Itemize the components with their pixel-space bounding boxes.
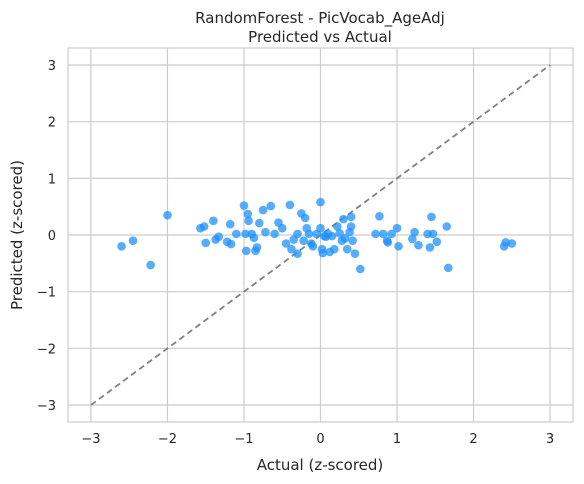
- data-point: [293, 249, 302, 258]
- grid: [68, 48, 573, 422]
- data-point: [287, 244, 296, 254]
- data-point: [277, 223, 287, 233]
- y-tick-label: 2: [48, 116, 56, 131]
- data-point: [410, 227, 419, 237]
- y-tick-label: 0: [48, 229, 56, 244]
- y-tick-label: −3: [37, 399, 56, 414]
- data-point: [335, 229, 344, 238]
- data-point: [346, 222, 356, 231]
- data-point: [226, 239, 236, 249]
- data-point: [254, 218, 264, 228]
- data-point: [442, 222, 452, 231]
- data-point: [199, 222, 209, 231]
- data-point: [327, 231, 337, 241]
- data-point: [225, 219, 235, 229]
- data-point: [241, 246, 251, 256]
- points-layer: [117, 197, 517, 274]
- data-point: [318, 248, 328, 258]
- data-point: [128, 236, 138, 245]
- data-point: [285, 200, 295, 210]
- y-axis-label: Predicted (z-scored): [8, 160, 26, 310]
- data-point: [428, 229, 438, 239]
- data-point: [375, 212, 384, 221]
- data-point: [252, 243, 262, 252]
- data-point: [378, 229, 388, 239]
- x-axis-label: Actual (z-scored): [257, 456, 384, 474]
- data-point: [371, 229, 380, 239]
- data-point: [316, 223, 325, 233]
- chart-title-line1: RandomForest - PicVocab_AgeAdj: [195, 9, 445, 28]
- data-point: [348, 236, 357, 245]
- data-point: [443, 263, 453, 273]
- data-point: [383, 238, 393, 247]
- data-point: [146, 260, 155, 270]
- data-point: [239, 201, 249, 210]
- x-tick-label: 3: [546, 432, 554, 447]
- data-point: [340, 234, 350, 243]
- x-tick-label: −3: [81, 432, 100, 447]
- data-point: [333, 222, 342, 231]
- y-tick-label: −1: [37, 286, 56, 301]
- data-point: [261, 227, 270, 237]
- x-tick-label: −1: [234, 432, 253, 447]
- data-point: [339, 214, 348, 224]
- data-point: [432, 237, 442, 247]
- data-point: [270, 229, 279, 239]
- data-point: [350, 249, 360, 258]
- x-tick-label: 0: [316, 432, 324, 447]
- data-point: [304, 229, 314, 239]
- data-point: [507, 239, 517, 248]
- data-point: [342, 244, 352, 254]
- data-point: [293, 229, 302, 239]
- data-point: [258, 205, 268, 215]
- data-point: [425, 243, 435, 252]
- data-point: [392, 223, 402, 233]
- y-tick-label: 1: [48, 172, 56, 187]
- data-point: [355, 264, 365, 274]
- data-point: [346, 212, 356, 222]
- data-point: [232, 229, 241, 239]
- x-tick-label: 2: [469, 432, 477, 447]
- data-point: [308, 242, 318, 251]
- data-point: [300, 213, 310, 223]
- data-point: [329, 244, 339, 254]
- data-point: [387, 229, 396, 239]
- data-point: [209, 216, 218, 226]
- data-point: [266, 201, 276, 211]
- data-point: [408, 234, 417, 244]
- data-point: [316, 197, 325, 207]
- data-point: [299, 236, 308, 245]
- data-point: [427, 212, 436, 222]
- data-point: [244, 216, 253, 226]
- chart-title-line2: Predicted vs Actual: [248, 28, 392, 46]
- x-tick-label: −2: [158, 432, 177, 447]
- data-point: [394, 242, 403, 251]
- data-point: [214, 232, 224, 241]
- data-point: [163, 210, 172, 220]
- data-point: [201, 238, 211, 248]
- data-point: [117, 242, 126, 251]
- tick-labels: −3 −2 −1 0 1 2 3 −3 −2 −1 0 1 2 3: [37, 59, 554, 447]
- y-tick-label: −2: [37, 342, 56, 357]
- y-tick-label: 3: [48, 59, 56, 74]
- data-point: [241, 229, 250, 239]
- data-point: [281, 239, 291, 248]
- data-point: [249, 233, 259, 243]
- data-point: [243, 209, 253, 219]
- data-point: [414, 240, 423, 250]
- x-tick-label: 1: [393, 432, 401, 447]
